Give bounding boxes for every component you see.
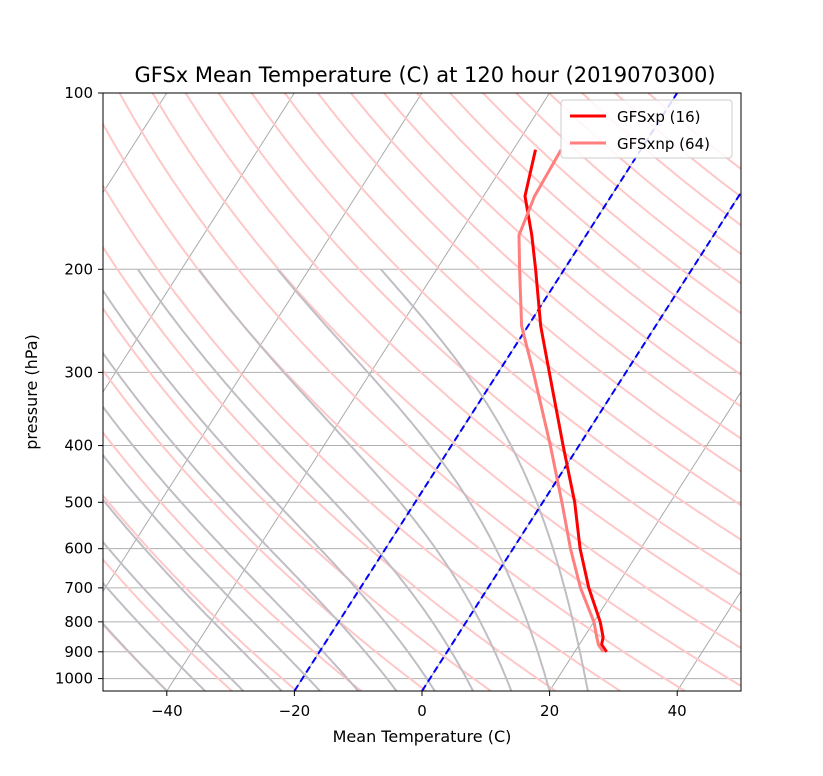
legend-label-gfsxnp: GFSxnp (64) — [617, 135, 710, 153]
x-tick-label: 40 — [668, 702, 687, 720]
moist-adiabat-line — [380, 268, 589, 691]
dry-adiabat-lines — [103, 93, 741, 691]
moist-adiabat-line — [103, 581, 206, 691]
moist-adiabat-line — [103, 405, 359, 691]
y-tick-label: 300 — [64, 363, 93, 381]
y-tick-label: 700 — [64, 579, 93, 597]
profile-line-0 — [523, 149, 608, 653]
highlight-isotherm-line — [421, 190, 741, 691]
dry-adiabat-line — [184, 93, 741, 613]
x-tick-label: 0 — [417, 702, 427, 720]
x-tick-label: 20 — [540, 702, 559, 720]
y-tick-label: 200 — [64, 260, 93, 278]
plot-area — [103, 93, 823, 691]
moist-adiabat-line — [103, 453, 321, 691]
temperature-profiles — [517, 148, 608, 653]
dry-adiabat-line — [103, 245, 557, 691]
highlight-isotherm-line — [293, 93, 678, 691]
isotherm-lines — [103, 93, 823, 691]
isotherm-line — [103, 93, 295, 393]
y-axis-ticks: 100 200 300 400 500 600 700 800 900 1000 — [55, 84, 103, 688]
y-tick-label: 1000 — [55, 670, 93, 688]
dry-adiabat-line — [103, 306, 492, 691]
moist-adiabat-line — [103, 288, 436, 691]
dry-adiabat-line — [449, 93, 741, 345]
dry-adiabat-line — [383, 93, 741, 408]
x-tick-label: −40 — [151, 702, 183, 720]
moist-adiabat-line — [137, 268, 474, 691]
chart-title: GFSx Mean Temperature (C) at 120 hour (2… — [134, 63, 715, 87]
dry-adiabat-line — [103, 430, 363, 691]
moist-adiabat-line — [197, 268, 513, 691]
dry-adiabat-line — [283, 93, 741, 507]
dry-adiabat-line — [515, 93, 741, 285]
legend: GFSxp (16) GFSxnp (64) — [560, 99, 733, 159]
isotherm-line — [676, 590, 741, 691]
x-axis-ticks: −40 −20 0 20 40 — [151, 691, 687, 720]
x-tick-label: −20 — [279, 702, 311, 720]
pressure-gridlines — [103, 93, 741, 680]
dry-adiabat-line — [416, 93, 741, 376]
moist-adiabat-line — [103, 498, 283, 691]
y-tick-label: 800 — [64, 613, 93, 631]
x-axis-label: Mean Temperature (C) — [333, 727, 512, 746]
moist-adiabat-line — [103, 540, 245, 691]
dry-adiabat-line — [250, 93, 741, 541]
y-axis-label: pressure (hPa) — [22, 334, 41, 450]
dry-adiabat-line — [103, 558, 233, 691]
isotherm-line — [805, 93, 823, 691]
dry-adiabat-line — [217, 93, 741, 577]
legend-label-gfsxp: GFSxp (16) — [617, 108, 700, 126]
dry-adiabat-line — [103, 183, 621, 691]
dry-adiabat-line — [317, 93, 741, 473]
moist-adiabat-lines — [103, 268, 589, 691]
isotherm-line — [103, 93, 423, 593]
dry-adiabat-line — [103, 494, 298, 691]
dry-adiabat-line — [350, 93, 741, 440]
moist-adiabat-line — [276, 268, 551, 691]
y-tick-label: 600 — [64, 540, 93, 558]
dry-adiabat-line — [103, 368, 427, 691]
dry-adiabat-line — [581, 93, 741, 227]
dry-adiabat-line — [151, 93, 741, 650]
isotherm-line — [166, 93, 550, 691]
y-tick-label: 400 — [64, 437, 93, 455]
y-tick-label: 900 — [64, 643, 93, 661]
y-tick-label: 100 — [64, 84, 93, 102]
moist-adiabat-line — [103, 622, 168, 691]
highlight-isotherm-lines — [293, 93, 741, 691]
profile-line-1 — [517, 148, 605, 653]
y-tick-label: 500 — [64, 493, 93, 511]
moist-adiabat-line — [103, 351, 398, 691]
